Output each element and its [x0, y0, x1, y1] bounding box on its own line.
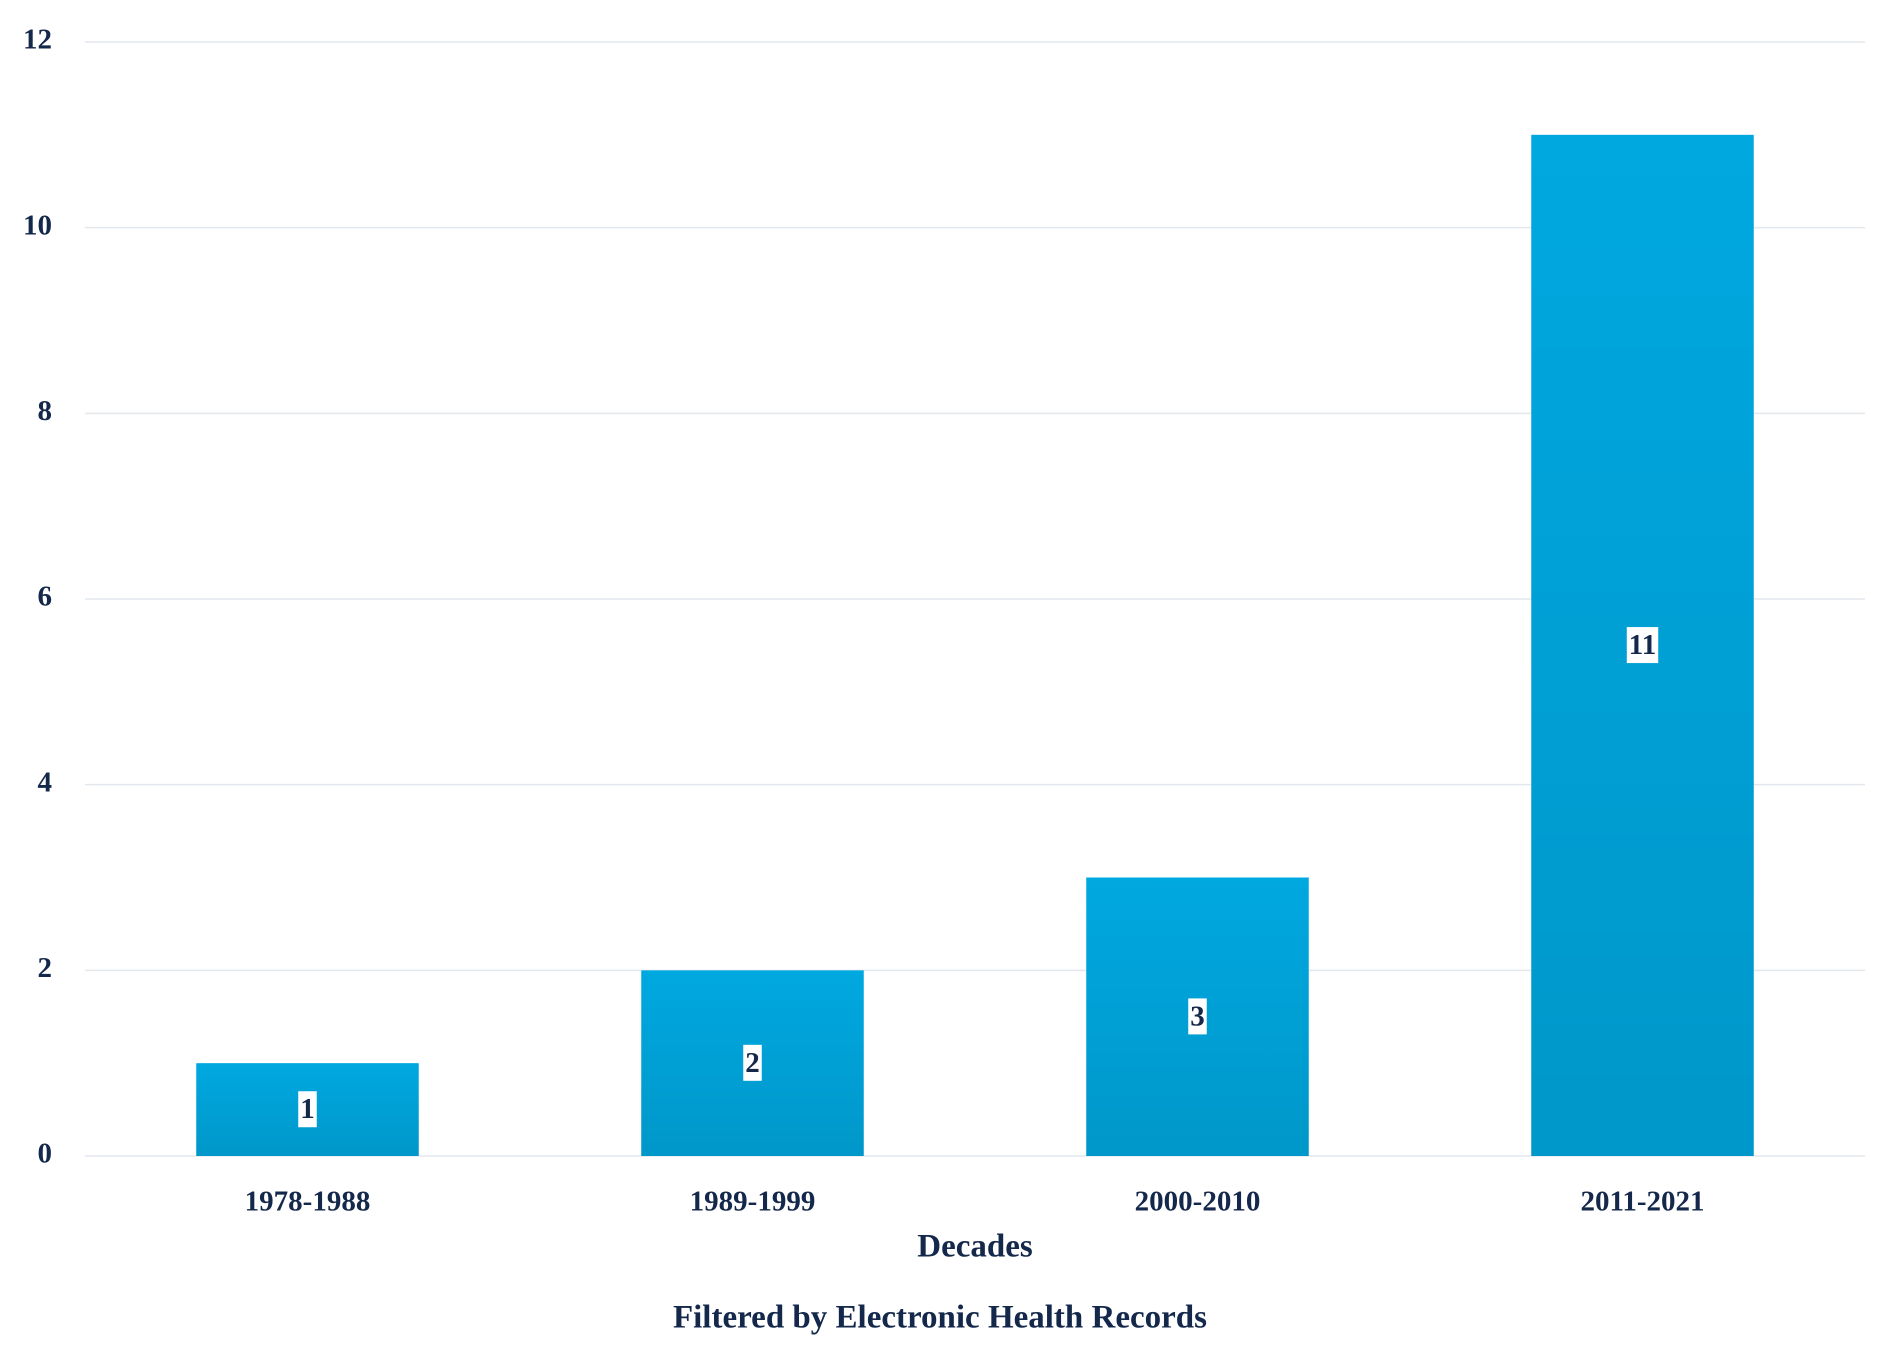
data-label: 2 [745, 1047, 760, 1079]
data-label-bg [1626, 627, 1659, 664]
data-label: 3 [1190, 1000, 1205, 1032]
data-label: 11 [1629, 629, 1656, 661]
y-tick-label: 2 [38, 952, 53, 984]
data-label-bg [1188, 998, 1207, 1035]
x-axis-title: Decades [917, 1229, 1033, 1265]
data-label: 1 [300, 1093, 315, 1125]
y-tick-label: 6 [38, 581, 53, 613]
y-tick-label: 0 [38, 1138, 53, 1170]
y-tick-label: 8 [38, 395, 53, 427]
y-tick-label: 4 [38, 766, 53, 798]
x-tick-label: 1978-1988 [245, 1186, 371, 1218]
y-tick-label: 10 [23, 209, 52, 241]
x-tick-label: 2000-2010 [1135, 1186, 1261, 1218]
chart-subtitle: Filtered by Electronic Health Records [673, 1300, 1207, 1336]
y-tick-label: 12 [23, 24, 52, 56]
data-label-bg [298, 1091, 317, 1128]
data-label-bg [743, 1044, 762, 1081]
x-tick-label: 2011-2021 [1580, 1186, 1704, 1218]
x-tick-label: 1989-1999 [690, 1186, 816, 1218]
